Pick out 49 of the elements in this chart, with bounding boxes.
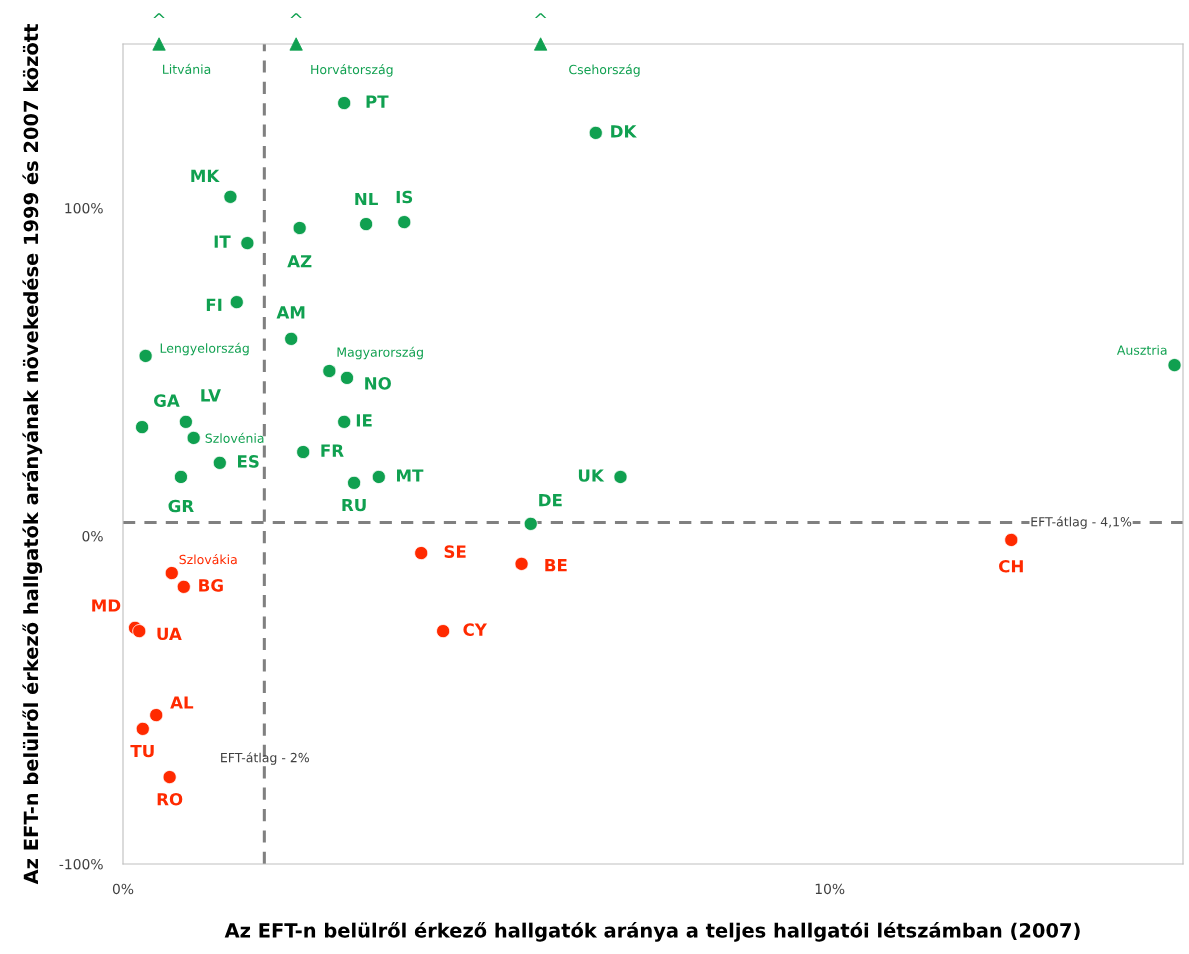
annotation: ^	[153, 13, 165, 19]
data-label: Szlovákia	[179, 554, 237, 565]
data-label: AM	[276, 306, 305, 319]
data-label: Szlovénia	[205, 432, 264, 443]
x-tick-label: 10%	[815, 883, 845, 895]
data-label: UK	[578, 469, 605, 482]
annotation: ^	[290, 13, 302, 19]
data-label: ES	[238, 455, 259, 468]
data-label: DE	[539, 494, 562, 507]
data-label: Ausztria	[1116, 345, 1167, 355]
data-label: AL	[170, 696, 194, 709]
data-label: RO	[157, 792, 183, 806]
y-tick-label: 0%	[82, 530, 103, 542]
data-label: GA	[154, 394, 180, 407]
data-label: Lengyelország	[160, 342, 249, 356]
data-label: IE	[356, 414, 372, 427]
data-label: NO	[365, 377, 391, 390]
data-label: SE	[444, 545, 466, 558]
data-label: Magyarország	[337, 346, 423, 360]
y-tick-label: 100%	[65, 202, 103, 214]
data-label: GR	[168, 499, 194, 513]
data-label: TU	[130, 744, 154, 758]
data-label: UA	[157, 627, 182, 641]
data-label: CY	[463, 623, 488, 636]
data-label: AZ	[287, 255, 312, 268]
data-label: PT	[366, 95, 389, 108]
data-label: RU	[342, 498, 366, 512]
data-label: FR	[321, 444, 344, 457]
ref-line-label: EFT-átlag - 4,1%	[1031, 516, 1132, 529]
data-label: Horvátország	[311, 64, 393, 77]
data-label: NL	[355, 192, 378, 206]
data-label: CH	[999, 559, 1023, 573]
data-label: IT	[214, 235, 231, 248]
annotation: ^	[534, 13, 547, 19]
y-axis-title: Az EFT-n belülről érkező hallgatók arányának növekedése 1999 és 2007 között	[22, 24, 43, 885]
ref-line-label: EFT-átlag - 2%	[221, 752, 309, 765]
data-label: MT	[397, 469, 424, 482]
data-label: BG	[199, 579, 223, 592]
data-label: MD	[92, 599, 121, 612]
data-label: BE	[545, 559, 567, 572]
data-label: Litvánia	[163, 63, 211, 75]
data-label: IS	[396, 190, 413, 204]
y-tick-label: -100%	[59, 858, 103, 870]
data-label: FI	[206, 298, 222, 311]
data-label: MK	[191, 169, 220, 182]
data-label: Csehország	[569, 64, 640, 77]
data-label: DK	[611, 125, 637, 138]
data-label: LV	[201, 389, 221, 402]
x-axis-title: Az EFT-n belülről érkező hallgatók aránya a teljes hallgatói létszámban (2007)	[224, 921, 1080, 942]
